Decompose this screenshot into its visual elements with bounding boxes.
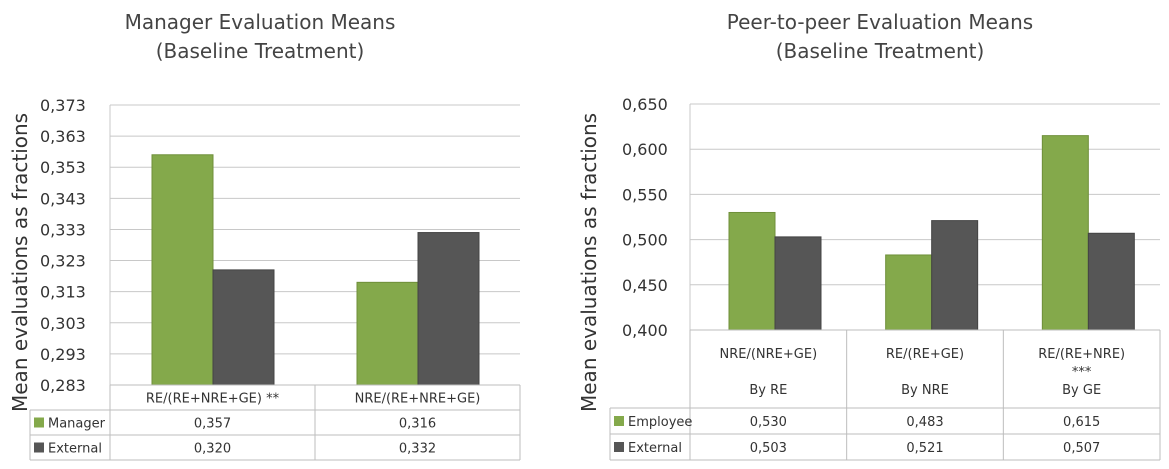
y-tick-label: 0,373: [40, 96, 86, 115]
chart-title-line1: Manager Evaluation Means: [124, 10, 396, 34]
y-tick-label: 0,550: [622, 185, 668, 204]
y-tick-label: 0,400: [622, 321, 668, 340]
bar-employee-1: [728, 211, 776, 331]
y-tick-label: 0,600: [622, 140, 668, 159]
y-tick-label: 0,650: [622, 95, 668, 114]
y-tick-label: 0,353: [40, 158, 86, 177]
chart-title-line2: (Baseline Treatment): [775, 39, 985, 63]
x-tick-sublabel: By GE: [1062, 383, 1101, 398]
bar-employee-3: [1041, 135, 1089, 331]
data-value-label: 0,530: [750, 415, 787, 430]
significance-label: ***: [1072, 365, 1092, 380]
y-tick-label: 0,283: [40, 376, 86, 395]
x-tick-sublabel: By NRE: [901, 383, 949, 398]
x-tick-label: RE/(RE+GE): [886, 347, 964, 362]
data-value-label: 0,503: [750, 441, 787, 456]
legend-label-external: External: [48, 442, 102, 457]
chart-plot: 0,650 0,600 0,550 0,500 0,450 0,400 NRE/(NRE+G…: [609, 95, 1161, 461]
chart-title: Manager Evaluation Means (Baseline Treat…: [60, 8, 460, 66]
bar-external-3: [1087, 232, 1135, 331]
bar-external-2: [931, 220, 979, 331]
y-tick-label: 0,293: [40, 345, 86, 364]
x-tick-label: NRE/(NRE+GE): [720, 347, 818, 362]
y-tick-label: 0,500: [622, 231, 668, 250]
data-value-label: 0,357: [194, 417, 231, 432]
manager-evaluation-chart: Manager Evaluation Means (Baseline Treat…: [0, 0, 560, 469]
chart-plot: 0,373 0,363 0,353 0,343 0,333 0,323 0,313 0,303…: [29, 96, 521, 461]
data-value-label: 0,615: [1063, 415, 1100, 430]
bar-external-1: [774, 236, 822, 331]
legend-label-employee: Employee: [628, 415, 692, 430]
data-value-label: 0,316: [399, 417, 436, 432]
legend-label-manager: Manager: [48, 417, 106, 432]
y-tick-label: 0,313: [40, 283, 86, 302]
x-tick-sublabel: By RE: [749, 383, 787, 398]
data-value-label: 0,483: [906, 415, 943, 430]
chart-title-line2: (Baseline Treatment): [155, 39, 365, 63]
data-value-label: 0,320: [194, 442, 231, 457]
y-tick-label: 0,363: [40, 127, 86, 146]
y-tick-label: 0,450: [622, 276, 668, 295]
bar-external-1: [212, 269, 275, 386]
chart-title-line1: Peer-to-peer Evaluation Means: [726, 10, 1034, 34]
legend-key-employee: [614, 416, 624, 426]
y-tick-label: 0,333: [40, 220, 86, 239]
legend-key-external: [614, 442, 624, 452]
peer-evaluation-chart: Peer-to-peer Evaluation Means (Baseline …: [577, 0, 1169, 469]
y-tick-label: 0,343: [40, 189, 86, 208]
data-value-label: 0,507: [1063, 441, 1100, 456]
x-tick-label: RE/(RE+NRE+GE) **: [146, 392, 280, 407]
y-tick-label: 0,323: [40, 252, 86, 271]
bar-manager-2: [356, 281, 419, 386]
y-tick-label: 0,303: [40, 314, 86, 333]
legend-key-manager: [34, 417, 44, 428]
data-value-label: 0,521: [906, 441, 943, 456]
legend-label-external: External: [628, 441, 682, 456]
legend-key-external: [34, 442, 44, 453]
chart-title: Peer-to-peer Evaluation Means (Baseline …: [670, 8, 1090, 66]
bar-external-2: [417, 232, 480, 386]
x-tick-label: RE/(RE+NRE): [1038, 347, 1125, 362]
x-tick-label: NRE/(RE+NRE+GE): [355, 392, 481, 407]
data-value-label: 0,332: [399, 442, 436, 457]
bar-manager-1: [151, 154, 214, 386]
bar-employee-2: [885, 254, 933, 331]
